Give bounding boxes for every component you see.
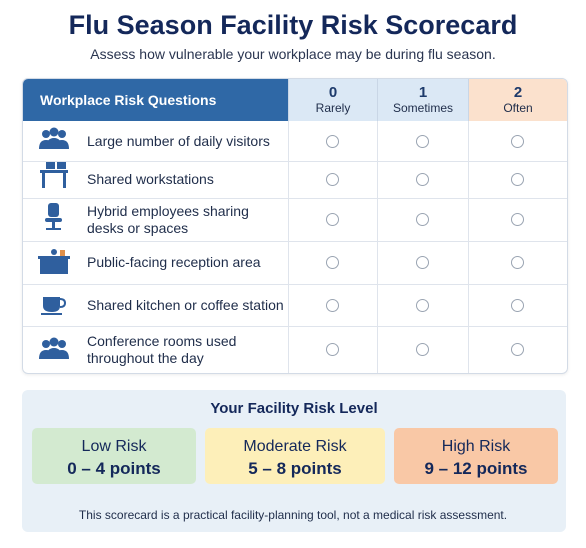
- icon-visitors: [39, 127, 69, 149]
- column-divider: [288, 121, 289, 373]
- icon-chair: [45, 203, 62, 230]
- question: Large number of daily visitors: [87, 133, 270, 150]
- question-line: Conference rooms used: [87, 332, 237, 349]
- question-line: throughout the day: [87, 349, 204, 366]
- column-header: 1 Sometimes: [377, 79, 468, 121]
- risk-level-title: Your Facility Risk Level: [210, 400, 378, 417]
- column-header: 2 Often: [468, 79, 567, 121]
- risk-level: Moderate Risk 5 – 8 points: [205, 428, 385, 484]
- column-score: 2: [513, 84, 523, 101]
- score-radio[interactable]: [511, 213, 524, 226]
- score-radio[interactable]: [511, 134, 524, 148]
- score-radio[interactable]: [416, 134, 429, 148]
- score-radio[interactable]: [511, 298, 524, 312]
- question: Conference rooms used throughout the day: [87, 333, 236, 367]
- question-line: Large number of daily visitors: [87, 132, 270, 149]
- icon-meeting: [39, 337, 69, 359]
- row-divider: [23, 241, 567, 242]
- footer-note: This scorecard is a practical facility-p…: [78, 508, 508, 522]
- risk-level-name: Low Risk: [81, 438, 147, 455]
- question: Hybrid employees sharing desks or spaces: [87, 203, 249, 237]
- column-score: 0: [328, 84, 338, 101]
- score-radio[interactable]: [326, 256, 339, 269]
- column-label: Rarely: [315, 101, 351, 115]
- icon-workstation: [40, 162, 68, 188]
- score-radio[interactable]: [326, 134, 339, 148]
- row-divider: [23, 326, 567, 327]
- column-label: Often: [503, 101, 533, 115]
- title: Flu Season Facility Risk Scorecard: [68, 10, 518, 40]
- question: Shared workstations: [87, 171, 214, 188]
- column-header: 0 Rarely: [288, 79, 377, 121]
- icon-reception: [38, 249, 70, 274]
- score-radio[interactable]: [511, 173, 524, 186]
- score-radio[interactable]: [511, 343, 524, 356]
- risk-level-name: Moderate Risk: [243, 438, 347, 455]
- score-radio[interactable]: [416, 343, 429, 356]
- risk-level: High Risk 9 – 12 points: [394, 428, 558, 484]
- column-divider: [468, 121, 469, 373]
- subtitle: Assess how vulnerable your workplace may…: [90, 46, 496, 62]
- score-radio[interactable]: [416, 173, 429, 186]
- column-label: Sometimes: [392, 101, 454, 115]
- column-divider: [377, 121, 378, 373]
- question-header: Workplace Risk Questions: [23, 79, 288, 121]
- row-divider: [23, 198, 567, 199]
- score-radio[interactable]: [416, 213, 429, 226]
- score-radio[interactable]: [416, 298, 429, 312]
- risk-level: Low Risk 0 – 4 points: [32, 428, 196, 484]
- question-line: Shared workstations: [87, 171, 214, 187]
- risk-level-panel: Your Facility Risk Level Low Risk 0 – 4 p…: [22, 390, 566, 532]
- score-radio[interactable]: [326, 343, 339, 356]
- risk-level-name: High Risk: [441, 438, 511, 455]
- score-radio[interactable]: [326, 298, 339, 312]
- score-radio[interactable]: [326, 213, 339, 226]
- icon-cup: [41, 297, 67, 315]
- row-divider: [23, 284, 567, 285]
- question-line: Shared kitchen or coffee station: [87, 296, 284, 313]
- question: Shared kitchen or coffee station: [87, 297, 284, 314]
- score-radio[interactable]: [326, 173, 339, 186]
- question-line: Public-facing reception area: [87, 254, 261, 270]
- question-line: desks or spaces: [87, 219, 189, 236]
- risk-level-range: 9 – 12 points: [424, 459, 528, 478]
- risk-level-range: 5 – 8 points: [248, 459, 342, 478]
- question-line: Hybrid employees sharing: [87, 202, 249, 219]
- score-radio[interactable]: [511, 256, 524, 269]
- scorecard-table: Workplace Risk Questions 0 Rarely 1 Sometim…: [22, 78, 568, 374]
- score-radio[interactable]: [416, 256, 429, 269]
- risk-level-range: 0 – 4 points: [67, 459, 161, 478]
- question: Public-facing reception area: [87, 254, 261, 271]
- row-divider: [23, 161, 567, 162]
- column-score: 1: [418, 84, 428, 101]
